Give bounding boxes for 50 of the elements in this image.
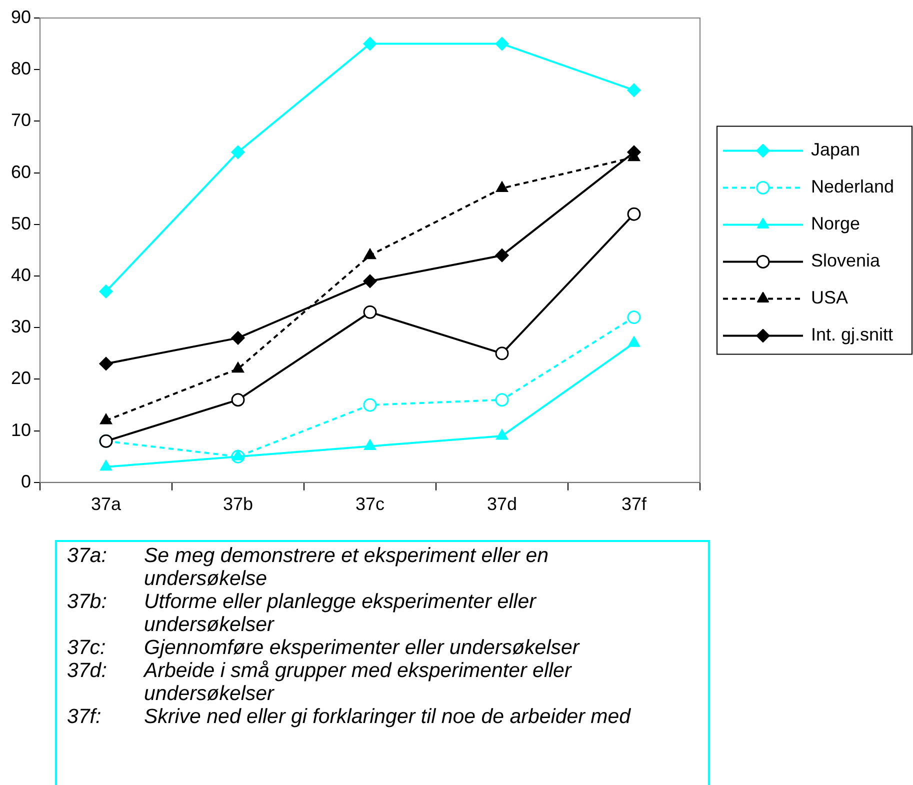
point <box>99 356 113 370</box>
text: 37d: Arbeide i små grupper med eksperimenter eller undersøkelser <box>67 659 572 705</box>
y-tick-label: 80 <box>10 58 32 79</box>
y-tick-label: 0 <box>21 471 32 492</box>
point <box>627 207 641 221</box>
y-tick-label: 50 <box>10 213 32 234</box>
point <box>495 346 509 360</box>
point <box>628 336 640 347</box>
point <box>364 248 376 260</box>
point <box>495 248 509 262</box>
legend-label: Int. gj.snitt <box>811 324 894 345</box>
legend-label: Slovenia <box>811 250 882 271</box>
x-tick-label: 37a <box>90 494 122 514</box>
point <box>99 284 113 298</box>
text: 37a: Se meg demonstrere et eksperiment eller en undersøkelse <box>67 544 549 590</box>
point <box>100 460 112 471</box>
text: 37c: Gjennomføre eksperimenter eller undersøkelser <box>67 636 580 659</box>
point <box>100 414 112 424</box>
point <box>627 310 641 324</box>
point <box>363 305 377 319</box>
legend-label: Japan <box>811 140 860 160</box>
point <box>232 362 244 373</box>
y-tick-label: 90 <box>10 6 32 27</box>
point <box>495 37 509 51</box>
text: 37f: Skrive ned eller gi forklaringer til noe de arbeider med <box>67 705 631 728</box>
point <box>231 331 245 345</box>
point <box>363 37 377 51</box>
point <box>495 393 509 407</box>
x-tick-label: 37f <box>621 494 648 514</box>
point <box>496 182 508 192</box>
legend-label: USA <box>811 288 848 308</box>
y-tick-label: 10 <box>10 420 32 440</box>
y-tick-label: 70 <box>10 110 32 130</box>
point <box>363 274 377 288</box>
y-tick-label: 40 <box>10 264 32 285</box>
x-tick-label: 37c <box>355 494 385 514</box>
point <box>496 429 508 440</box>
point <box>231 393 245 407</box>
point <box>363 398 377 412</box>
point <box>627 83 641 97</box>
y-tick-label: 20 <box>10 368 32 388</box>
x-tick-label: 37d <box>486 494 518 514</box>
point <box>364 440 376 450</box>
y-tick-label: 60 <box>10 162 32 182</box>
text: 37b: Utforme eller planlegge eksperimenter eller undersøkelser <box>67 590 536 636</box>
legend-label: Nederland <box>811 176 894 197</box>
y-tick-label: 30 <box>10 316 32 337</box>
legend-label: Norge <box>811 214 860 234</box>
point <box>231 145 245 159</box>
x-tick-label: 37b <box>222 494 254 514</box>
